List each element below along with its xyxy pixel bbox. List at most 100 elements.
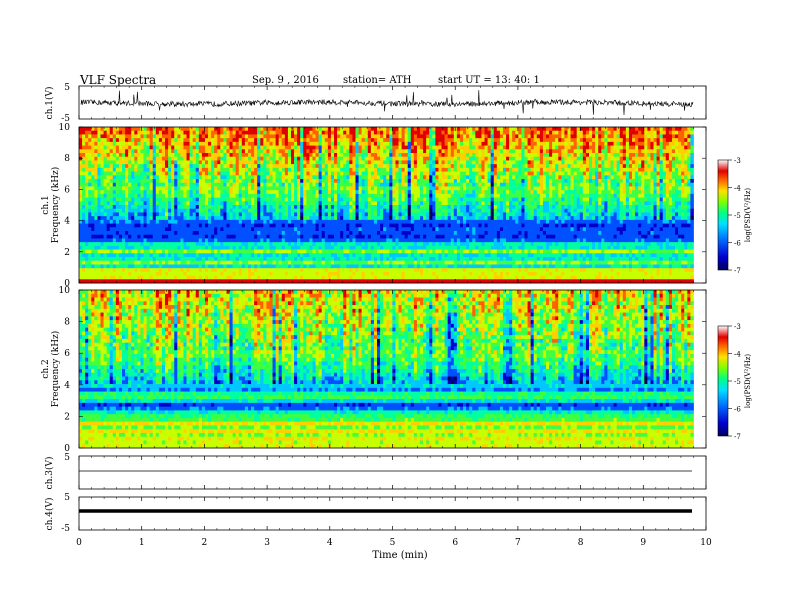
spectrogram-cell — [312, 264, 316, 269]
spectrogram-cell — [392, 212, 396, 217]
spectrogram-cell — [125, 275, 129, 280]
spectrogram-cell — [229, 223, 234, 228]
spectrogram-cell — [389, 216, 393, 221]
spectrogram-cell — [272, 253, 277, 258]
spectrogram-cell — [161, 182, 166, 187]
spectrogram-cell — [140, 156, 144, 161]
spectrogram-cell — [229, 242, 234, 247]
spectrogram-cell — [201, 216, 206, 221]
spectrogram-cell — [257, 167, 261, 172]
spectrogram-cell — [441, 130, 445, 135]
spectrogram-cell — [260, 175, 264, 180]
spectrogram-cell — [244, 182, 249, 187]
spectrogram-cell — [128, 268, 132, 273]
spectrogram-cell — [158, 153, 163, 158]
spectrogram-cell — [352, 145, 356, 150]
spectrogram-cell — [358, 264, 363, 269]
spectrogram-cell — [186, 238, 190, 243]
spectrogram-cell — [383, 245, 387, 250]
spectrogram-cell — [370, 238, 375, 243]
spectrogram-cell — [229, 186, 234, 191]
spectrogram-cell — [278, 134, 283, 139]
spectrogram-cell — [238, 231, 243, 236]
spectrogram-cell — [404, 130, 409, 135]
spectrogram-cell — [364, 149, 369, 154]
spectrogram-cell — [158, 238, 163, 243]
spectrogram-cell — [407, 153, 412, 158]
spectrogram-cell — [441, 193, 445, 198]
spectrogram-cell — [226, 245, 230, 250]
spectrogram-cell — [370, 275, 375, 280]
spectrogram-cell — [204, 193, 209, 198]
spectrogram-cell — [85, 141, 89, 146]
spectrogram-cell — [337, 257, 341, 262]
spectrogram-cell — [281, 227, 286, 232]
spectrogram-cell — [380, 216, 384, 221]
spectrogram-cell — [435, 260, 439, 265]
spectrogram-cell — [373, 156, 378, 161]
spectrogram-cell — [186, 138, 190, 143]
spectrogram-cell — [244, 171, 249, 176]
spectrogram-cell — [125, 212, 129, 217]
spectrogram-cell — [195, 208, 200, 213]
spectrogram-cell — [177, 216, 181, 221]
spectrogram-cell — [180, 238, 184, 243]
spectrogram-cell — [355, 231, 359, 236]
spectrogram-cell — [97, 193, 101, 198]
spectrogram-cell — [171, 264, 175, 269]
spectrogram-cell — [131, 279, 135, 284]
spectrogram-cell — [404, 268, 409, 273]
spectrogram-cell — [340, 179, 344, 184]
spectrogram-cell — [275, 134, 280, 139]
spectrogram-cell — [158, 171, 163, 176]
spectrogram-cell — [161, 145, 166, 150]
spectrogram-cell — [324, 190, 329, 195]
spectrogram-cell — [373, 268, 378, 273]
spectrogram-cell — [294, 219, 298, 224]
spectrogram-cell — [392, 171, 396, 176]
spectrogram-cell — [217, 127, 221, 132]
spectrogram-cell — [106, 193, 111, 198]
spectrogram-cell — [100, 279, 104, 284]
spectrogram-cell — [232, 275, 237, 280]
spectrogram-cell — [416, 279, 421, 284]
spectrogram-cell — [361, 231, 366, 236]
spectrogram-cell — [238, 160, 243, 165]
spectrogram-cell — [413, 249, 418, 254]
spectrogram-cell — [152, 167, 157, 172]
spectrogram-cell — [398, 190, 402, 195]
spectrogram-cell — [349, 216, 353, 221]
spectrogram-cell — [103, 175, 108, 180]
spectrogram-cell — [275, 167, 280, 172]
spectrogram-cell — [269, 164, 273, 169]
spectrogram-cell — [214, 219, 218, 224]
spectrogram-cell — [158, 257, 163, 262]
spectrogram-cell — [183, 201, 187, 206]
spectrogram-cell — [134, 279, 138, 284]
spectrogram-cell — [223, 149, 227, 154]
spectrogram-cell — [134, 227, 138, 232]
spectrogram-cell — [165, 197, 169, 202]
spectrogram-cell — [94, 134, 98, 139]
spectrogram-cell — [115, 238, 120, 243]
spectrogram-cell — [423, 156, 427, 161]
spectrogram-cell — [284, 227, 289, 232]
spectrogram-cell — [97, 253, 101, 258]
spectrogram-cell — [297, 216, 301, 221]
spectrogram-cell — [343, 212, 347, 217]
spectrogram-cell — [281, 242, 286, 247]
spectrogram-cell — [380, 193, 384, 198]
spectrogram-cell — [180, 234, 184, 239]
spectrogram-cell — [435, 231, 439, 236]
spectrogram-cell — [377, 234, 381, 239]
spectrogram-cell — [346, 175, 350, 180]
spectrogram-cell — [128, 145, 132, 150]
spectrogram-cell — [251, 242, 255, 247]
spectrogram-cell — [309, 212, 313, 217]
spectrogram-cell — [337, 212, 341, 217]
spectrogram-cell — [85, 182, 89, 187]
spectrogram-cell — [327, 253, 332, 258]
spectrogram-cell — [334, 264, 338, 269]
spectrogram-cell — [337, 134, 341, 139]
spectrogram-cell — [429, 156, 433, 161]
